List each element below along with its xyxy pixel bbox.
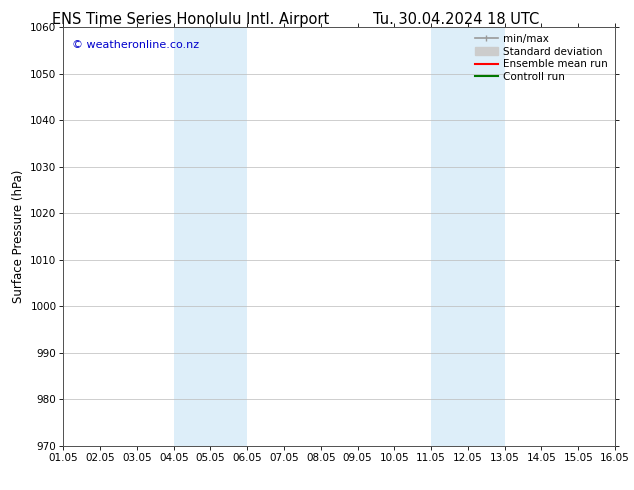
Text: ENS Time Series Honolulu Intl. Airport: ENS Time Series Honolulu Intl. Airport — [51, 12, 329, 27]
Text: Tu. 30.04.2024 18 UTC: Tu. 30.04.2024 18 UTC — [373, 12, 540, 27]
Bar — [431, 27, 505, 446]
Bar — [174, 27, 247, 446]
Legend: min/max, Standard deviation, Ensemble mean run, Controll run: min/max, Standard deviation, Ensemble me… — [473, 32, 610, 84]
Y-axis label: Surface Pressure (hPa): Surface Pressure (hPa) — [11, 170, 25, 303]
Text: © weatheronline.co.nz: © weatheronline.co.nz — [72, 40, 199, 49]
